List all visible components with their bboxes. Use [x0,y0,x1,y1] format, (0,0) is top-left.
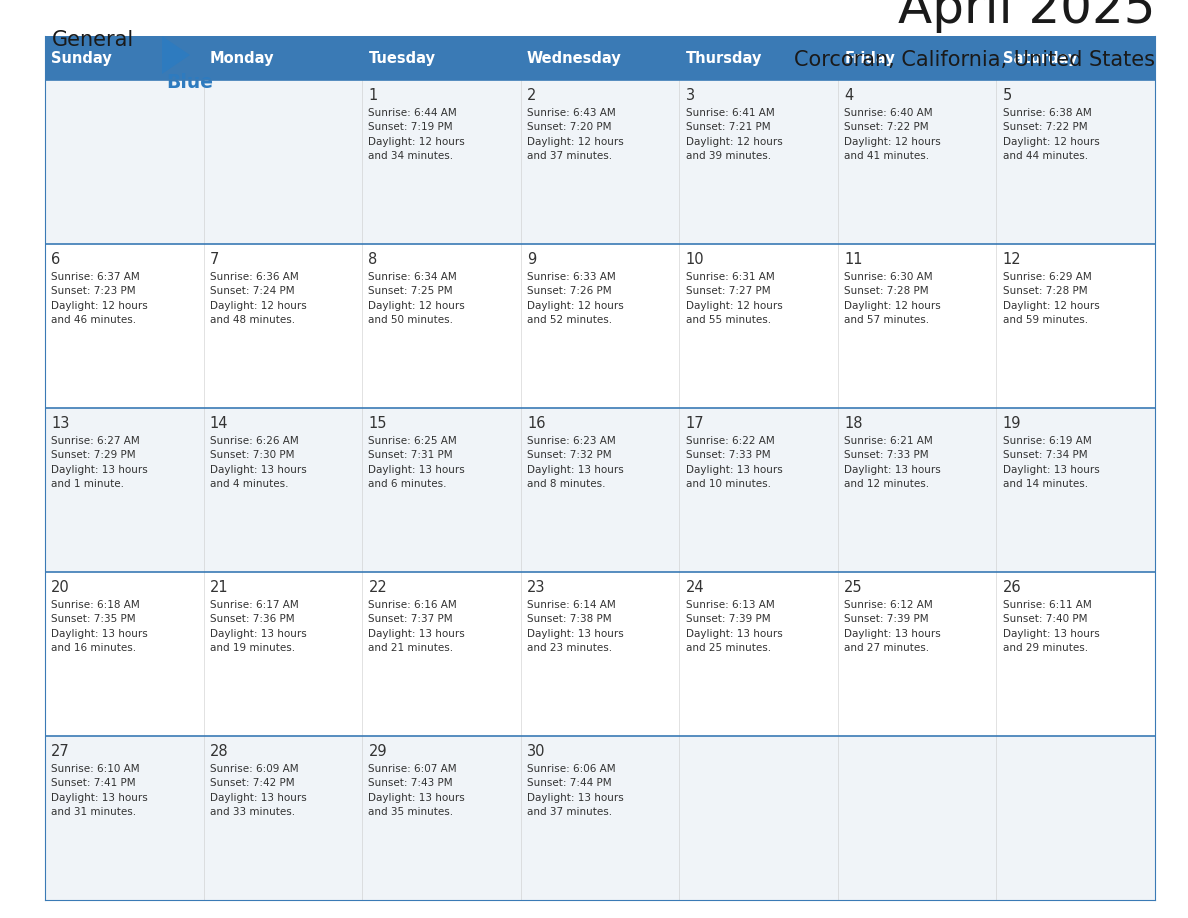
Text: 20: 20 [51,580,70,595]
Text: 23: 23 [527,580,545,595]
Text: Sunrise: 6:13 AM
Sunset: 7:39 PM
Daylight: 13 hours
and 25 minutes.: Sunrise: 6:13 AM Sunset: 7:39 PM Dayligh… [685,600,783,654]
Text: 6: 6 [51,252,61,267]
Text: 14: 14 [210,416,228,431]
Text: Corcoran, California, United States: Corcoran, California, United States [794,50,1155,70]
Text: Sunrise: 6:29 AM
Sunset: 7:28 PM
Daylight: 12 hours
and 59 minutes.: Sunrise: 6:29 AM Sunset: 7:28 PM Dayligh… [1003,272,1100,325]
Text: 16: 16 [527,416,545,431]
Text: Sunrise: 6:14 AM
Sunset: 7:38 PM
Daylight: 13 hours
and 23 minutes.: Sunrise: 6:14 AM Sunset: 7:38 PM Dayligh… [527,600,624,654]
Text: Sunday: Sunday [51,50,112,65]
Text: Sunrise: 6:21 AM
Sunset: 7:33 PM
Daylight: 13 hours
and 12 minutes.: Sunrise: 6:21 AM Sunset: 7:33 PM Dayligh… [845,436,941,489]
Bar [45,408,1155,572]
Text: 17: 17 [685,416,704,431]
Text: 27: 27 [51,744,70,759]
Text: 25: 25 [845,580,862,595]
Text: General: General [52,30,134,50]
Text: Blue: Blue [166,73,213,92]
Text: 2: 2 [527,88,537,103]
Text: Saturday: Saturday [1003,50,1078,65]
Bar [45,36,1155,80]
Text: 22: 22 [368,580,387,595]
Text: 26: 26 [1003,580,1022,595]
Text: 19: 19 [1003,416,1022,431]
Text: 3: 3 [685,88,695,103]
Text: Sunrise: 6:38 AM
Sunset: 7:22 PM
Daylight: 12 hours
and 44 minutes.: Sunrise: 6:38 AM Sunset: 7:22 PM Dayligh… [1003,108,1100,162]
Text: Sunrise: 6:07 AM
Sunset: 7:43 PM
Daylight: 13 hours
and 35 minutes.: Sunrise: 6:07 AM Sunset: 7:43 PM Dayligh… [368,764,466,817]
Text: 9: 9 [527,252,536,267]
Text: Sunrise: 6:16 AM
Sunset: 7:37 PM
Daylight: 13 hours
and 21 minutes.: Sunrise: 6:16 AM Sunset: 7:37 PM Dayligh… [368,600,466,654]
Text: Sunrise: 6:40 AM
Sunset: 7:22 PM
Daylight: 12 hours
and 41 minutes.: Sunrise: 6:40 AM Sunset: 7:22 PM Dayligh… [845,108,941,162]
Text: 4: 4 [845,88,853,103]
Text: Sunrise: 6:25 AM
Sunset: 7:31 PM
Daylight: 13 hours
and 6 minutes.: Sunrise: 6:25 AM Sunset: 7:31 PM Dayligh… [368,436,466,489]
Bar [45,572,1155,736]
Text: Sunrise: 6:26 AM
Sunset: 7:30 PM
Daylight: 13 hours
and 4 minutes.: Sunrise: 6:26 AM Sunset: 7:30 PM Dayligh… [210,436,307,489]
Text: Sunrise: 6:23 AM
Sunset: 7:32 PM
Daylight: 13 hours
and 8 minutes.: Sunrise: 6:23 AM Sunset: 7:32 PM Dayligh… [527,436,624,489]
Text: 18: 18 [845,416,862,431]
Text: 28: 28 [210,744,228,759]
Text: 21: 21 [210,580,228,595]
Text: 7: 7 [210,252,220,267]
Text: Sunrise: 6:18 AM
Sunset: 7:35 PM
Daylight: 13 hours
and 16 minutes.: Sunrise: 6:18 AM Sunset: 7:35 PM Dayligh… [51,600,148,654]
Text: 8: 8 [368,252,378,267]
Bar [45,80,1155,244]
Text: Sunrise: 6:44 AM
Sunset: 7:19 PM
Daylight: 12 hours
and 34 minutes.: Sunrise: 6:44 AM Sunset: 7:19 PM Dayligh… [368,108,466,162]
Text: 10: 10 [685,252,704,267]
Text: 15: 15 [368,416,387,431]
Text: Tuesday: Tuesday [368,50,436,65]
Text: 12: 12 [1003,252,1022,267]
Text: Monday: Monday [210,50,274,65]
Text: Sunrise: 6:11 AM
Sunset: 7:40 PM
Daylight: 13 hours
and 29 minutes.: Sunrise: 6:11 AM Sunset: 7:40 PM Dayligh… [1003,600,1100,654]
Text: Sunrise: 6:34 AM
Sunset: 7:25 PM
Daylight: 12 hours
and 50 minutes.: Sunrise: 6:34 AM Sunset: 7:25 PM Dayligh… [368,272,466,325]
Polygon shape [162,36,190,74]
Text: Sunrise: 6:30 AM
Sunset: 7:28 PM
Daylight: 12 hours
and 57 minutes.: Sunrise: 6:30 AM Sunset: 7:28 PM Dayligh… [845,272,941,325]
Text: Sunrise: 6:09 AM
Sunset: 7:42 PM
Daylight: 13 hours
and 33 minutes.: Sunrise: 6:09 AM Sunset: 7:42 PM Dayligh… [210,764,307,817]
Bar [45,736,1155,900]
Text: 1: 1 [368,88,378,103]
Text: 5: 5 [1003,88,1012,103]
Text: 24: 24 [685,580,704,595]
Text: Sunrise: 6:17 AM
Sunset: 7:36 PM
Daylight: 13 hours
and 19 minutes.: Sunrise: 6:17 AM Sunset: 7:36 PM Dayligh… [210,600,307,654]
Text: 11: 11 [845,252,862,267]
Text: Sunrise: 6:36 AM
Sunset: 7:24 PM
Daylight: 12 hours
and 48 minutes.: Sunrise: 6:36 AM Sunset: 7:24 PM Dayligh… [210,272,307,325]
Text: Sunrise: 6:43 AM
Sunset: 7:20 PM
Daylight: 12 hours
and 37 minutes.: Sunrise: 6:43 AM Sunset: 7:20 PM Dayligh… [527,108,624,162]
Text: Thursday: Thursday [685,50,762,65]
Text: 29: 29 [368,744,387,759]
Text: 30: 30 [527,744,545,759]
Text: Sunrise: 6:10 AM
Sunset: 7:41 PM
Daylight: 13 hours
and 31 minutes.: Sunrise: 6:10 AM Sunset: 7:41 PM Dayligh… [51,764,148,817]
Text: Sunrise: 6:22 AM
Sunset: 7:33 PM
Daylight: 13 hours
and 10 minutes.: Sunrise: 6:22 AM Sunset: 7:33 PM Dayligh… [685,436,783,489]
Text: Sunrise: 6:31 AM
Sunset: 7:27 PM
Daylight: 12 hours
and 55 minutes.: Sunrise: 6:31 AM Sunset: 7:27 PM Dayligh… [685,272,783,325]
Text: April 2025: April 2025 [897,0,1155,33]
Text: Sunrise: 6:33 AM
Sunset: 7:26 PM
Daylight: 12 hours
and 52 minutes.: Sunrise: 6:33 AM Sunset: 7:26 PM Dayligh… [527,272,624,325]
Text: Wednesday: Wednesday [527,50,621,65]
Text: Sunrise: 6:27 AM
Sunset: 7:29 PM
Daylight: 13 hours
and 1 minute.: Sunrise: 6:27 AM Sunset: 7:29 PM Dayligh… [51,436,148,489]
Text: Sunrise: 6:12 AM
Sunset: 7:39 PM
Daylight: 13 hours
and 27 minutes.: Sunrise: 6:12 AM Sunset: 7:39 PM Dayligh… [845,600,941,654]
Text: Friday: Friday [845,50,895,65]
Text: Sunrise: 6:37 AM
Sunset: 7:23 PM
Daylight: 12 hours
and 46 minutes.: Sunrise: 6:37 AM Sunset: 7:23 PM Dayligh… [51,272,148,325]
Text: 13: 13 [51,416,70,431]
Text: Sunrise: 6:41 AM
Sunset: 7:21 PM
Daylight: 12 hours
and 39 minutes.: Sunrise: 6:41 AM Sunset: 7:21 PM Dayligh… [685,108,783,162]
Bar [45,244,1155,408]
Text: Sunrise: 6:06 AM
Sunset: 7:44 PM
Daylight: 13 hours
and 37 minutes.: Sunrise: 6:06 AM Sunset: 7:44 PM Dayligh… [527,764,624,817]
Text: Sunrise: 6:19 AM
Sunset: 7:34 PM
Daylight: 13 hours
and 14 minutes.: Sunrise: 6:19 AM Sunset: 7:34 PM Dayligh… [1003,436,1100,489]
